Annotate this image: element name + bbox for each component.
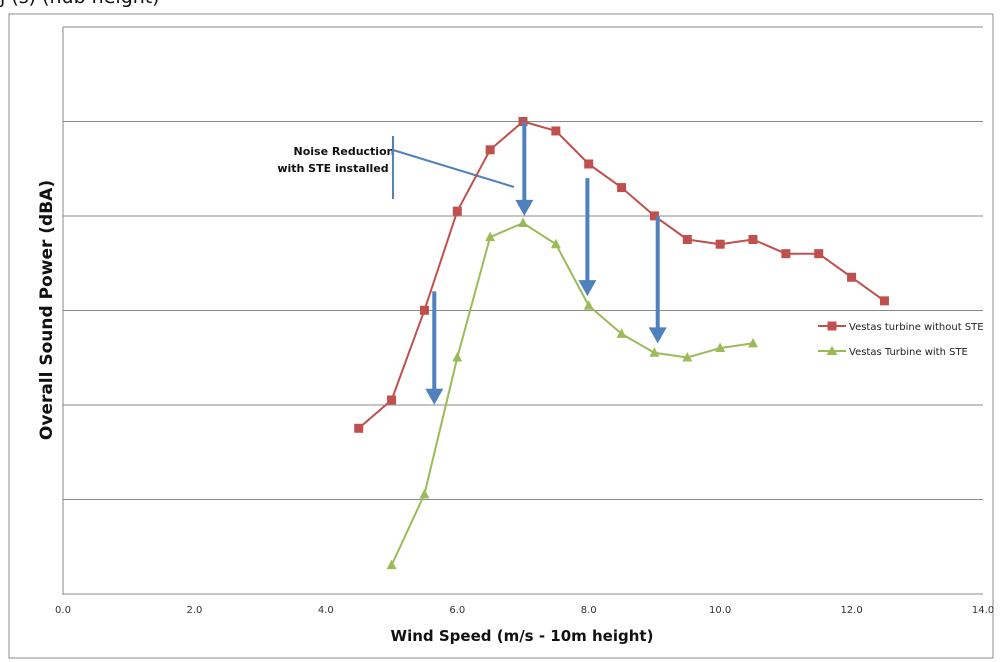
series-line-1 <box>390 222 754 566</box>
chart-frame <box>8 13 994 659</box>
data-point-triangle <box>583 300 594 310</box>
data-point-triangle <box>550 238 561 249</box>
x-tick-label-2: 4.0 <box>318 605 334 616</box>
data-point-square <box>551 126 561 136</box>
annotation-pointer <box>392 149 515 188</box>
data-point-square <box>682 235 692 244</box>
series-with-ste <box>386 217 758 570</box>
arrow-head-1 <box>515 199 534 216</box>
x-tick-label-0: 0.0 <box>55 605 71 616</box>
data-point-triangle <box>452 352 463 362</box>
data-point-square <box>649 211 659 221</box>
x-tick-label-5: 10.0 <box>709 605 731 616</box>
data-point-triangle <box>682 352 693 362</box>
legend-marker-square <box>827 321 837 331</box>
legend-label-with-ste: Vestas Turbine with STE <box>849 347 968 358</box>
x-tick-label-4: 8.0 <box>581 605 597 616</box>
annotation-line-1: Noise Reduction <box>294 145 395 158</box>
legend: Vestas turbine without STE Vestas Turbin… <box>818 321 984 358</box>
gridlines <box>63 26 983 500</box>
legend-label-without-ste: Vestas turbine without STE <box>849 322 984 333</box>
data-point-square <box>715 239 725 249</box>
x-axis-title: Wind Speed (m/s - 10m height) <box>391 627 654 645</box>
data-point-square <box>748 235 758 244</box>
data-point-triangle <box>386 559 397 570</box>
data-point-triangle <box>616 328 627 338</box>
x-tick-label-6: 12.0 <box>840 605 862 616</box>
noise-reduction-annotation: Noise Reduction with STE installed <box>277 136 515 199</box>
data-point-square <box>354 423 364 433</box>
data-point-triangle <box>419 488 430 499</box>
data-point-square <box>584 159 594 169</box>
x-tick-label-7: 14.0 <box>972 605 994 616</box>
data-point-square <box>879 296 889 306</box>
reduction-arrows <box>425 121 667 405</box>
arrow-head-0 <box>425 388 444 405</box>
x-tick-labels: 0.0 2.0 4.0 6.0 8.0 10.0 12.0 14.0 <box>55 605 994 616</box>
series-without-ste <box>354 117 889 433</box>
data-point-square <box>485 145 495 155</box>
data-point-triangle <box>715 342 726 353</box>
legend-item-without-ste: Vestas turbine without STE <box>818 321 984 333</box>
data-point-square <box>452 206 462 216</box>
x-tick-label-3: 6.0 <box>449 605 465 616</box>
data-point-square <box>387 395 397 405</box>
data-point-triangle <box>518 217 528 227</box>
arrow-head-2 <box>578 280 597 297</box>
data-point-square <box>847 272 857 282</box>
legend-item-with-ste: Vestas Turbine with STE <box>818 346 968 358</box>
arrow-head-3 <box>648 327 667 344</box>
data-point-triangle <box>748 337 758 348</box>
x-tick-label-1: 2.0 <box>186 605 202 616</box>
clipped-header-text: j (s) (hub height) <box>0 0 1003 8</box>
y-axis-title: Overall Sound Power (dBA) <box>37 180 57 440</box>
data-point-triangle <box>649 347 660 357</box>
data-point-square <box>781 249 791 259</box>
axes <box>62 27 983 595</box>
legend-marker-triangle <box>826 346 838 355</box>
data-point-triangle <box>485 231 496 242</box>
annotation-line-2: with STE installed <box>277 162 388 175</box>
data-point-square <box>814 249 824 259</box>
data-point-square <box>419 305 429 315</box>
data-point-square <box>617 183 627 193</box>
